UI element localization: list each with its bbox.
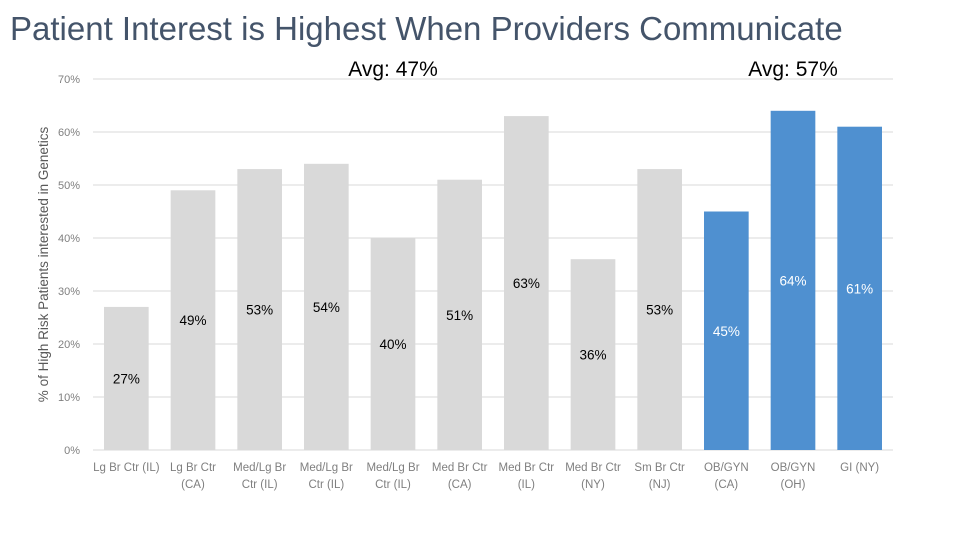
y-tick-label: 40% — [58, 233, 80, 245]
data-label: 36% — [579, 348, 606, 363]
x-tick-label-line: Lg Br Ctr (IL) — [93, 462, 160, 474]
x-tick-label-line: Lg Br Ctr — [170, 462, 216, 474]
x-tick-label: GI (NY) — [840, 462, 879, 474]
x-tick-label: Med Br Ctr (NY) — [565, 462, 621, 491]
bar — [770, 110, 816, 451]
data-label: 51% — [446, 308, 473, 323]
x-tick-label: Med/Lg Br Ctr (IL) — [300, 462, 353, 491]
x-tick-label: Med Br Ctr (CA) — [432, 462, 488, 491]
average-annotation: Avg: 47% — [348, 58, 438, 81]
x-tick-label: OB/GYN (CA) — [704, 462, 749, 491]
bar — [837, 126, 882, 450]
x-tick-label-line: (OH) — [781, 479, 806, 491]
bar — [304, 163, 349, 451]
y-tick-label: 50% — [58, 180, 80, 192]
x-tick-label-line: Med/Lg Br — [366, 462, 419, 474]
x-tick-label: Lg Br Ctr (IL) — [93, 462, 160, 474]
bar — [570, 259, 616, 450]
data-label: 27% — [113, 371, 140, 386]
x-tick-label-line: (CA) — [448, 479, 472, 491]
x-tick-label-line: (NJ) — [649, 479, 671, 491]
x-tick-label-line: Ctr (IL) — [242, 479, 278, 491]
x-tick-label-line: Med/Lg Br — [300, 462, 353, 474]
x-tick-label-line: (CA) — [181, 479, 205, 491]
x-tick-label-line: (CA) — [715, 479, 739, 491]
x-tick-label-line: Ctr (IL) — [308, 479, 344, 491]
data-label: 54% — [313, 300, 340, 315]
x-tick-label-line: (NY) — [581, 479, 605, 491]
y-tick-label: 70% — [58, 74, 80, 86]
data-label: 61% — [846, 281, 873, 296]
y-tick-label: 30% — [58, 286, 80, 298]
bar — [104, 306, 149, 450]
x-tick-label-line: (IL) — [518, 479, 535, 491]
bar — [437, 179, 482, 450]
data-label: 63% — [513, 276, 540, 291]
y-tick-label: 20% — [58, 339, 80, 351]
data-label: 64% — [779, 273, 806, 288]
data-label: 49% — [179, 313, 206, 328]
data-label: 53% — [246, 303, 273, 318]
bar — [237, 169, 282, 450]
x-tick-label-line: Med/Lg Br — [233, 462, 286, 474]
x-tick-label-line: Med Br Ctr — [565, 462, 621, 474]
x-tick-label-line: Ctr (IL) — [375, 479, 411, 491]
y-tick-label: 60% — [58, 127, 80, 139]
x-tick-label-line: GI (NY) — [840, 462, 879, 474]
x-tick-label: Lg Br Ctr (CA) — [170, 462, 216, 491]
bar — [370, 238, 416, 450]
x-tick-label: OB/GYN (OH) — [771, 462, 816, 491]
average-annotation: Avg: 57% — [748, 58, 838, 81]
x-tick-label-line: OB/GYN — [771, 462, 816, 474]
bar — [637, 169, 682, 450]
bar — [170, 190, 216, 451]
y-axis-label: % of High Risk Patients interested in Ge… — [36, 127, 51, 403]
y-tick-label: 10% — [58, 392, 80, 404]
x-tick-label: Sm Br Ctr (NJ) — [634, 462, 685, 491]
chart-title: Patient Interest is Highest When Provide… — [10, 10, 843, 47]
y-tick-label: 0% — [64, 445, 80, 457]
x-tick-label: Med/Lg Br Ctr (IL) — [233, 462, 286, 491]
bar — [704, 211, 749, 450]
x-tick-label-line: Med Br Ctr — [432, 462, 488, 474]
bar — [504, 116, 549, 450]
x-tick-label: Med/Lg Br Ctr (IL) — [366, 462, 419, 491]
x-tick-label-line: Med Br Ctr — [499, 462, 555, 474]
data-label: 45% — [713, 324, 740, 339]
x-tick-label-line: OB/GYN — [704, 462, 749, 474]
data-label: 53% — [646, 303, 673, 318]
x-tick-label: Med Br Ctr (IL) — [499, 462, 555, 491]
data-label: 40% — [379, 337, 406, 352]
x-tick-label-line: Sm Br Ctr — [634, 462, 685, 474]
